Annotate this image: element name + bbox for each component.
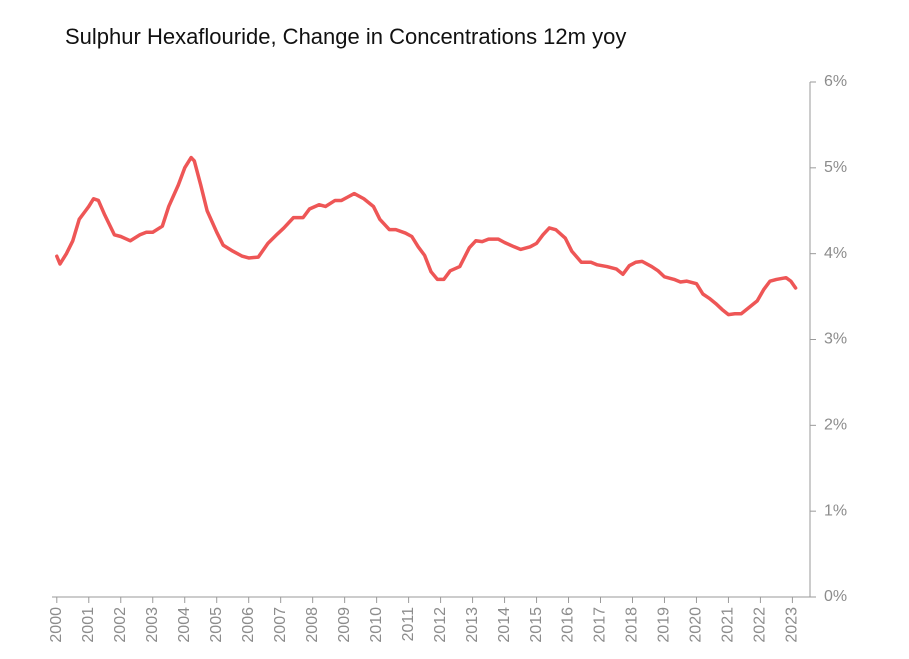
x-tick-label: 2001 [80,607,97,643]
x-tick-label: 2021 [720,607,737,643]
x-tick-label: 2009 [336,607,353,643]
y-tick-label: 1% [824,502,847,519]
chart-title: Sulphur Hexaflouride, Change in Concentr… [65,24,626,49]
x-tick-label: 2013 [464,607,481,643]
x-tick-label: 2002 [112,607,129,643]
x-tick-label: 2000 [48,607,65,643]
y-tick-label: 4% [824,245,847,262]
x-tick-label: 2023 [784,607,801,643]
x-tick-label: 2008 [304,607,321,643]
x-tick-label: 2020 [688,607,705,643]
x-tick-label: 2011 [400,607,417,642]
y-tick-label: 2% [824,417,847,434]
y-tick-label: 5% [824,159,847,176]
x-tick-label: 2012 [432,607,449,643]
x-tick-label: 2018 [624,607,641,643]
series-line [55,155,798,317]
x-tick-label: 2022 [752,607,769,643]
x-tick-label: 2017 [592,607,609,643]
x-tick-label: 2010 [368,607,385,643]
x-tick-label: 2005 [208,607,225,643]
x-tick-label: 2006 [240,607,257,643]
x-tick-label: 2014 [496,607,513,643]
x-tick-label: 2016 [560,607,577,643]
x-tick-label: 2019 [656,607,673,643]
x-tick-label: 2004 [176,607,193,643]
x-tick-label: 2015 [528,607,545,643]
x-tick-label: 2003 [144,607,161,643]
x-tick-label: 2007 [272,607,289,643]
y-tick-label: 0% [824,588,847,605]
y-tick-label: 3% [824,331,847,348]
y-tick-label: 6% [824,73,847,90]
